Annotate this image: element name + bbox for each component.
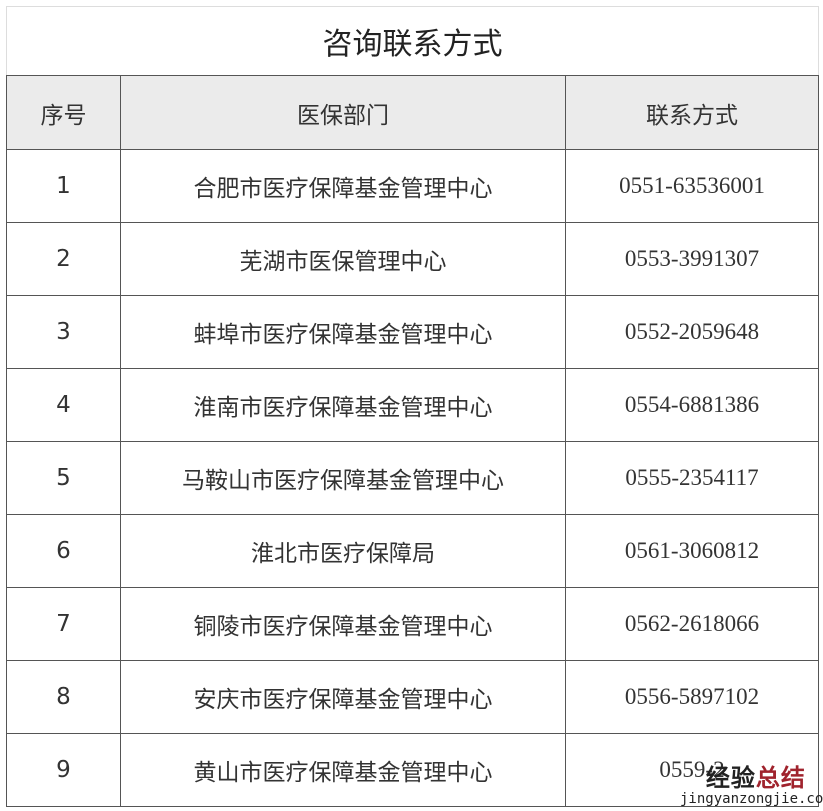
header-contact: 联系方式 (564, 75, 820, 150)
row-number: 6 (6, 514, 121, 588)
department-name: 芜湖市医保管理中心 (120, 222, 566, 296)
phone-number: 0562-2618066 (564, 587, 820, 661)
row-number: 8 (6, 660, 121, 734)
watermark-text-1: 经验 (705, 764, 756, 792)
phone-number: 0551-63536001 (564, 149, 820, 223)
department-name: 安庆市医疗保障基金管理中心 (120, 660, 566, 734)
phone-number: 0554-6881386 (564, 368, 820, 442)
header-row: 序号 医保部门 联系方式 (6, 75, 820, 150)
row-number: 3 (6, 295, 121, 369)
row-number: 2 (6, 222, 121, 296)
table-row: 3 蚌埠市医疗保障基金管理中心 0552-2059648 (6, 295, 820, 369)
phone-number: 0553-3991307 (564, 222, 820, 296)
table-row: 2 芜湖市医保管理中心 0553-3991307 (6, 222, 820, 296)
table-row: 5 马鞍山市医疗保障基金管理中心 0555-2354117 (6, 441, 820, 515)
row-number: 1 (6, 149, 121, 223)
department-name: 马鞍山市医疗保障基金管理中心 (120, 441, 566, 515)
department-name: 铜陵市医疗保障基金管理中心 (120, 587, 566, 661)
table-row: 8 安庆市医疗保障基金管理中心 0556-5897102 (6, 660, 820, 734)
header-number: 序号 (6, 75, 121, 150)
row-number: 5 (6, 441, 121, 515)
watermark: 经验总结 jingyanzongjie.com (680, 758, 823, 807)
department-name: 合肥市医疗保障基金管理中心 (120, 149, 566, 223)
table-row: 4 淮南市医疗保障基金管理中心 0554-6881386 (6, 368, 820, 442)
contact-table: 咨询联系方式 序号 医保部门 联系方式 1 合肥市医疗保障基金管理中心 0551-6… (5, 6, 820, 807)
phone-number: 0555-2354117 (564, 441, 820, 515)
table-row: 7 铜陵市医疗保障基金管理中心 0562-2618066 (6, 587, 820, 661)
watermark-url: jingyanzongjie.com (680, 791, 823, 807)
table-row: 6 淮北市医疗保障局 0561-3060812 (6, 514, 820, 588)
table-row: 1 合肥市医疗保障基金管理中心 0551-63536001 (6, 149, 820, 223)
contact-table-container: 咨询联系方式 序号 医保部门 联系方式 1 合肥市医疗保障基金管理中心 0551-6… (5, 6, 820, 807)
department-name: 黄山市医疗保障基金管理中心 (120, 733, 566, 807)
phone-number: 0561-3060812 (564, 514, 820, 588)
table-row: 9 黄山市医疗保障基金管理中心 0559-2 (6, 733, 820, 807)
row-number: 7 (6, 587, 121, 661)
watermark-text-2: 总结 (755, 764, 806, 792)
row-number: 4 (6, 368, 121, 442)
phone-number: 0552-2059648 (564, 295, 820, 369)
phone-number: 0559-2 (564, 733, 820, 807)
department-name: 蚌埠市医疗保障基金管理中心 (120, 295, 566, 369)
row-number: 9 (6, 733, 121, 807)
header-department: 医保部门 (120, 75, 566, 150)
table-title: 咨询联系方式 (5, 6, 820, 76)
department-name: 淮北市医疗保障局 (120, 514, 566, 588)
department-name: 淮南市医疗保障基金管理中心 (120, 368, 566, 442)
phone-number: 0556-5897102 (564, 660, 820, 734)
